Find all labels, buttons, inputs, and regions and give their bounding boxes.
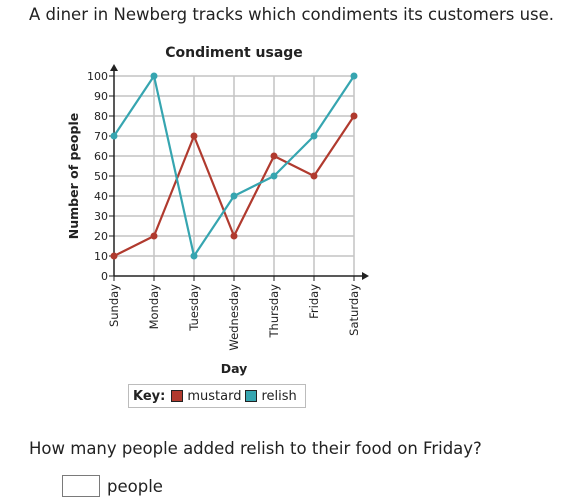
mustard-point (350, 112, 358, 120)
mustard-point (310, 172, 318, 180)
legend-swatch-mustard (171, 390, 184, 402)
answer-row: people (62, 475, 163, 497)
x-axis-arrow (362, 272, 369, 280)
y-tick-label: 0 (101, 270, 108, 283)
y-tick-label: 50 (94, 170, 108, 183)
y-tick-label: 10 (94, 250, 108, 263)
y-tick-label: 40 (94, 190, 108, 203)
question-text: How many people added relish to their fo… (29, 439, 482, 458)
intro-text: A diner in Newberg tracks which condimen… (29, 5, 555, 24)
chart-legend: Key: mustard relish (128, 384, 306, 408)
relish-point (270, 172, 278, 180)
y-tick-label: 20 (94, 230, 108, 243)
legend-label-mustard: mustard (187, 388, 242, 404)
x-tick-label: Monday (147, 284, 161, 330)
y-tick-label: 100 (87, 70, 108, 83)
relish-point (110, 132, 118, 140)
x-tick-label: Tuesday (187, 284, 201, 332)
y-tick-label: 70 (94, 130, 108, 143)
legend-label-relish: relish (261, 388, 297, 404)
relish-point (310, 132, 318, 140)
legend-key-label: Key: (133, 388, 166, 404)
relish-point (150, 72, 158, 80)
relish-point (230, 192, 238, 200)
x-tick-label: Friday (307, 284, 321, 319)
y-tick-label: 90 (94, 90, 108, 103)
relish-point (350, 72, 358, 80)
line-chart: Condiment usage 0 10 20 30 40 50 60 70 80 90 100 Sun… (66, 45, 369, 376)
chart-title: Condiment usage (165, 45, 303, 61)
mustard-point (230, 232, 238, 240)
x-axis-label: Day (221, 361, 248, 376)
y-axis-label: Number of people (66, 113, 81, 239)
legend-item-relish: relish (245, 388, 297, 404)
mustard-point (110, 252, 118, 260)
legend-swatch-relish (245, 390, 258, 402)
y-axis-arrow (110, 64, 118, 71)
answer-unit: people (107, 476, 163, 496)
x-tick-label: Saturday (347, 284, 361, 336)
relish-point (190, 252, 198, 260)
y-tick-label: 80 (94, 110, 108, 123)
x-tick-label: Wednesday (227, 284, 241, 351)
mustard-point (150, 232, 158, 240)
x-tick-label: Thursday (267, 284, 281, 339)
y-tick-label: 30 (94, 210, 108, 223)
y-tick-label: 60 (94, 150, 108, 163)
answer-input[interactable] (62, 475, 100, 497)
x-tick-label: Sunday (107, 284, 121, 327)
mustard-point (270, 152, 278, 160)
mustard-point (190, 132, 198, 140)
legend-item-mustard: mustard (171, 389, 241, 404)
